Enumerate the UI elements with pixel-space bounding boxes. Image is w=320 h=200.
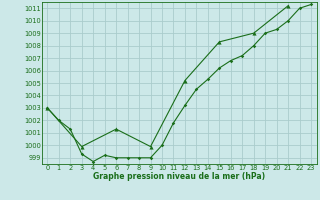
X-axis label: Graphe pression niveau de la mer (hPa): Graphe pression niveau de la mer (hPa) — [93, 172, 265, 181]
